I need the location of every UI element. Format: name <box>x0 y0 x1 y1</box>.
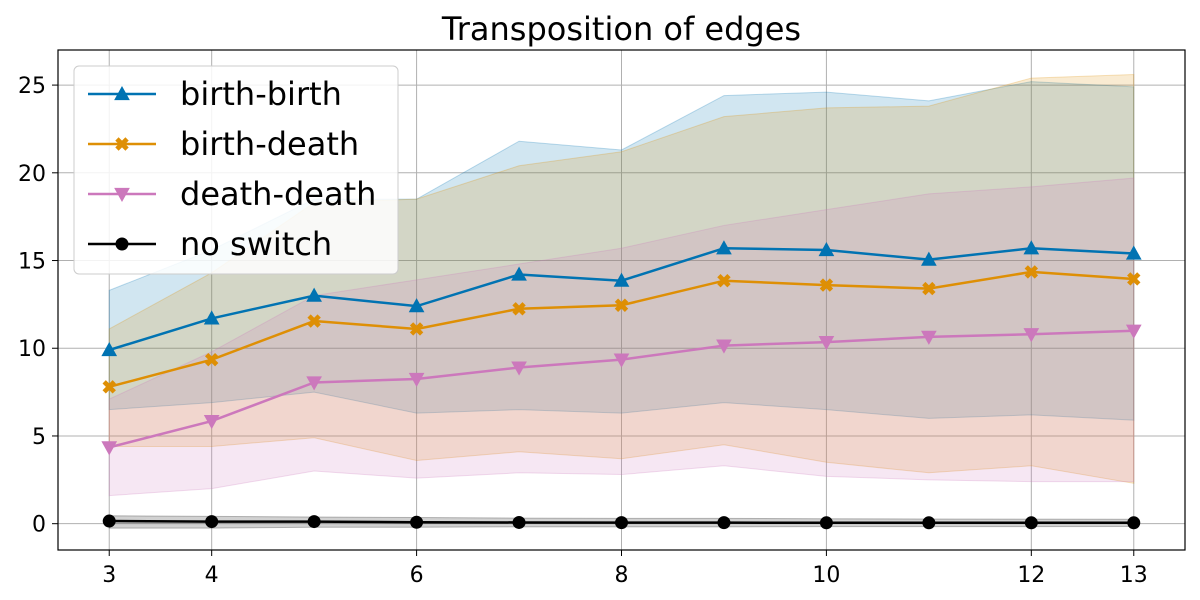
point-birth-birth <box>716 240 732 255</box>
point-no-switch <box>307 515 321 529</box>
point-no-switch <box>717 516 731 530</box>
legend-label: death-death <box>180 175 376 213</box>
x-tick-label: 13 <box>1120 563 1148 588</box>
point-birth-birth <box>921 251 937 266</box>
series-markers <box>101 240 1142 530</box>
point-death-death <box>408 372 425 387</box>
point-death-death <box>1023 328 1040 343</box>
y-tick-label: 5 <box>32 425 46 450</box>
point-no-switch <box>102 514 116 528</box>
legend-label: birth-birth <box>180 75 342 113</box>
point-no-switch <box>205 515 219 529</box>
point-no-switch <box>615 516 628 530</box>
chart-title: Transposition of edges <box>441 10 801 48</box>
x-tick-label: 4 <box>205 563 219 588</box>
point-no-switch <box>1024 516 1038 530</box>
point-birth-birth <box>818 241 835 257</box>
legend-marker <box>114 85 130 101</box>
point-death-death <box>203 414 220 430</box>
point-death-death <box>306 376 322 391</box>
point-birth-death <box>409 322 424 336</box>
x-axis-ticks: 3 4 6 8 10 12 13 <box>102 550 1148 588</box>
point-birth-death <box>1127 272 1141 286</box>
point-death-death <box>101 441 118 456</box>
point-birth-death <box>717 273 731 288</box>
point-no-switch <box>410 515 424 529</box>
x-tick-label: 10 <box>812 563 840 588</box>
point-birth-death <box>922 281 936 296</box>
point-birth-birth <box>203 310 220 325</box>
legend-label: birth-death <box>180 125 359 163</box>
legend-box <box>73 65 399 275</box>
point-death-death <box>716 339 732 354</box>
point-death-death <box>818 336 835 351</box>
legend-marker <box>114 187 130 203</box>
point-birth-birth <box>613 272 630 287</box>
point-no-switch <box>1127 516 1141 530</box>
point-birth-death <box>307 314 321 328</box>
y-tick-label: 25 <box>18 74 46 99</box>
y-tick-label: 15 <box>18 250 46 275</box>
point-death-death <box>511 361 527 376</box>
point-birth-birth <box>101 341 118 357</box>
x-tick-label: 8 <box>615 563 629 588</box>
x-tick-label: 3 <box>102 563 116 588</box>
point-birth-birth <box>1023 240 1040 255</box>
point-no-switch <box>922 516 936 530</box>
legend-marker <box>115 237 129 251</box>
legend: birth-birth birth-death death-death no swit… <box>73 65 399 275</box>
point-birth-death <box>1024 265 1039 279</box>
point-birth-death <box>102 380 116 394</box>
point-birth-death <box>512 302 526 316</box>
point-birth-birth <box>306 287 322 302</box>
point-birth-death <box>819 278 834 292</box>
point-birth-birth <box>1125 245 1142 260</box>
y-tick-label: 0 <box>32 513 46 538</box>
point-birth-death <box>204 352 219 367</box>
y-axis-ticks: 0 5 10 15 20 25 <box>18 74 58 538</box>
y-tick-label: 20 <box>18 162 46 187</box>
x-tick-label: 12 <box>1017 563 1045 588</box>
legend-marker <box>115 137 129 151</box>
point-death-death <box>921 330 937 345</box>
band-death-death <box>108 177 1135 497</box>
point-no-switch <box>512 515 526 529</box>
band-birth-birth <box>108 81 1135 421</box>
point-birth-birth <box>511 266 527 281</box>
x-tick-label: 6 <box>410 563 424 588</box>
point-no-switch <box>819 516 833 530</box>
point-death-death <box>1125 324 1142 339</box>
y-tick-label: 10 <box>18 337 46 362</box>
point-death-death <box>613 353 630 368</box>
point-birth-birth <box>408 298 425 313</box>
point-birth-death <box>614 298 629 312</box>
legend-label: no switch <box>180 225 332 263</box>
